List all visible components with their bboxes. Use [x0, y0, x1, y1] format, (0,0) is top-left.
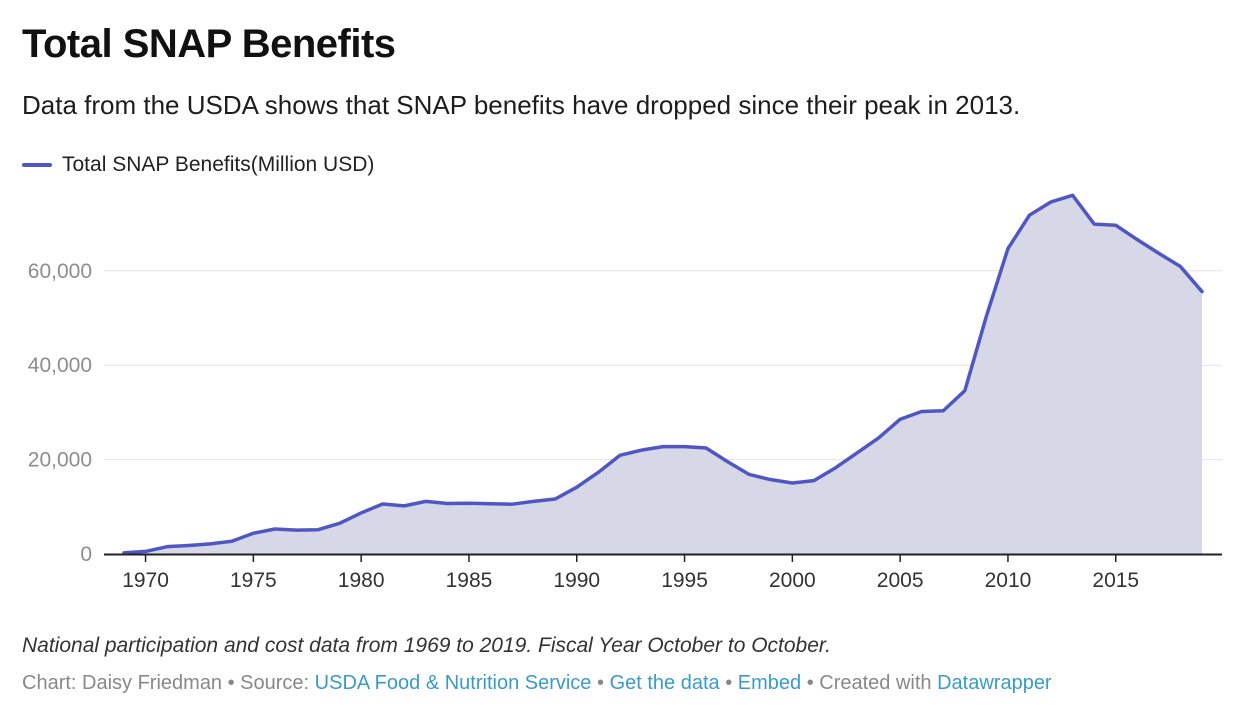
data-point	[314, 526, 322, 534]
data-point	[1090, 220, 1098, 228]
legend-swatch	[22, 163, 52, 167]
data-point	[400, 502, 408, 510]
data-point	[142, 547, 150, 555]
credits-separator: •	[719, 672, 738, 694]
y-tick-label: 60,000	[28, 260, 92, 283]
data-point	[724, 458, 732, 466]
series-line	[122, 193, 1204, 555]
data-point	[465, 499, 473, 507]
chart-subtitle: Data from the USDA shows that SNAP benef…	[22, 90, 1021, 120]
x-tick-label: 1995	[661, 569, 708, 592]
data-point	[637, 446, 645, 454]
chart-title: Total SNAP Benefits	[22, 22, 396, 66]
y-tick-label: 0	[80, 543, 92, 566]
series-area	[124, 195, 1202, 554]
data-point	[1069, 191, 1077, 199]
get-data-link[interactable]: Get the data	[609, 672, 720, 694]
data-point	[961, 387, 969, 395]
data-point	[573, 483, 581, 491]
x-tick-label: 2000	[769, 569, 816, 592]
credits-created: • Created with	[801, 672, 938, 694]
legend-label: Total SNAP Benefits(Million USD)	[62, 153, 375, 176]
data-point	[185, 542, 193, 550]
data-point	[1112, 221, 1120, 229]
data-point	[422, 497, 430, 505]
footnote: National participation and cost data fro…	[22, 634, 831, 657]
data-point	[249, 529, 257, 537]
x-axis: 1970 1975 1980 1985 1990 1995 2000 2005 2010 2015	[122, 554, 1139, 592]
x-tick-label: 1970	[122, 569, 169, 592]
data-point	[896, 415, 904, 423]
data-point	[508, 500, 516, 508]
data-point	[616, 451, 624, 459]
data-point	[939, 407, 947, 415]
area-chart: 0 20,000 40,000 60,000 1970 1975 1980 1985 1990…	[28, 191, 1222, 592]
x-tick-label: 2005	[877, 569, 924, 592]
data-point	[271, 525, 279, 533]
x-tick-label: 2010	[985, 569, 1032, 592]
data-point	[551, 495, 559, 503]
data-point	[702, 444, 710, 452]
data-point	[443, 499, 451, 507]
data-point	[810, 477, 818, 485]
data-point	[681, 443, 689, 451]
data-point	[853, 449, 861, 457]
y-tick-label: 40,000	[28, 354, 92, 377]
source-link[interactable]: USDA Food & Nutrition Service	[314, 672, 592, 694]
credits: Chart: Daisy Friedman • Source: USDA Foo…	[22, 672, 1052, 695]
data-point	[357, 509, 365, 517]
data-point	[875, 434, 883, 442]
data-point	[163, 543, 171, 551]
data-point	[379, 500, 387, 508]
x-tick-label: 1975	[230, 569, 277, 592]
data-point	[228, 537, 236, 545]
data-point	[1155, 249, 1163, 257]
data-point	[336, 519, 344, 527]
x-tick-label: 1985	[446, 569, 493, 592]
data-point	[745, 470, 753, 478]
data-point	[1004, 245, 1012, 253]
data-point	[292, 526, 300, 534]
y-axis: 0 20,000 40,000 60,000	[28, 260, 92, 566]
data-point	[1176, 263, 1184, 271]
data-point	[918, 407, 926, 415]
data-point	[831, 464, 839, 472]
x-tick-label: 1990	[553, 569, 600, 592]
data-point	[530, 497, 538, 505]
legend: Total SNAP Benefits(Million USD)	[22, 153, 374, 177]
data-point	[788, 479, 796, 487]
credits-separator: •	[591, 672, 610, 694]
datawrapper-link[interactable]: Datawrapper	[937, 672, 1052, 694]
data-point	[659, 443, 667, 451]
data-point	[594, 468, 602, 476]
data-point	[206, 540, 214, 548]
data-point	[767, 476, 775, 484]
data-point	[1026, 211, 1034, 219]
x-tick-label: 2015	[1092, 569, 1139, 592]
data-point	[1198, 288, 1206, 296]
embed-link[interactable]: Embed	[737, 672, 802, 694]
data-point	[487, 500, 495, 508]
credits-prefix: Chart: Daisy Friedman • Source:	[22, 672, 315, 694]
data-point	[120, 549, 128, 557]
y-tick-label: 20,000	[28, 449, 92, 472]
data-point	[982, 312, 990, 320]
data-point	[1047, 198, 1055, 206]
data-point	[1133, 236, 1141, 244]
x-tick-label: 1980	[338, 569, 385, 592]
